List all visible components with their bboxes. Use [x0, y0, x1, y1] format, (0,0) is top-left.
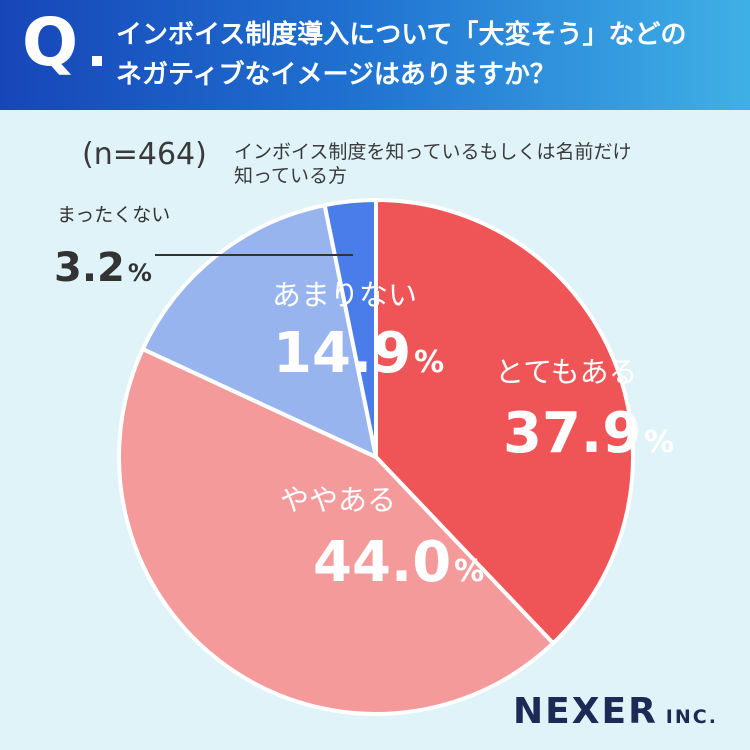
question-header: Q インボイス制度導入について「大変そう」などの ネガティブなイメージはあります… [0, 0, 750, 110]
sample-description-line-1: インボイス制度を知っているもしくは名前だけ [234, 141, 632, 163]
pie-slice-label-2: ややある [280, 483, 396, 517]
pie-slice-2 [117, 347, 556, 716]
pie-slice-label-1: とてもある [495, 355, 638, 389]
question-mark: Q [22, 4, 79, 81]
pie-slice-label-4: まったくない [57, 204, 170, 226]
question-dot [92, 56, 102, 66]
pie-slice-value-4: 3.2% [54, 245, 152, 291]
pie-slice-label-3: あまりない [272, 278, 417, 312]
brand-suffix: INC. [665, 706, 718, 728]
pie-slice-value-1: 37.9% [503, 401, 674, 466]
sample-description: インボイス制度を知っているもしくは名前だけ 知っている方 [234, 140, 631, 188]
pie-slice-value-3: 14.9% [273, 321, 444, 386]
question-line-2: ネガティブなイメージはありますか？ [116, 60, 556, 90]
pie-slice-1 [374, 198, 635, 646]
pie-slice-4 [322, 198, 378, 459]
sample-size: (n=464) [82, 137, 207, 172]
nexer-logo: NEXER INC. [513, 694, 718, 730]
brand-name: NEXER [513, 691, 658, 732]
question-line-1: インボイス制度導入について「大変そう」などの [116, 20, 687, 50]
pie-slice-value-2: 44.0% [313, 530, 484, 595]
sample-description-line-2: 知っている方 [234, 165, 348, 187]
